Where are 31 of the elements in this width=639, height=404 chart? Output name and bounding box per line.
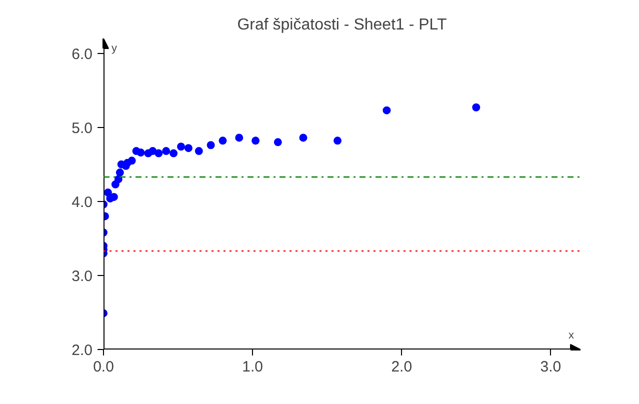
point: [184, 144, 192, 152]
point: [162, 147, 170, 156]
y-axis-title: y: [112, 42, 118, 54]
x-tick-label: 3.0: [540, 358, 562, 376]
x-tick-label: 2.0: [391, 358, 412, 376]
point: [136, 148, 145, 157]
y-tick-label: 3.0: [72, 268, 93, 285]
point: [177, 142, 186, 151]
point: [128, 156, 136, 165]
point: [235, 134, 244, 142]
point: [194, 147, 203, 156]
point: [334, 136, 342, 145]
point: [154, 149, 163, 158]
point: [382, 106, 391, 114]
x-tick-label: 1.0: [242, 358, 263, 376]
point: [116, 168, 124, 177]
point: [299, 134, 308, 142]
x-axis-title: x: [568, 330, 574, 342]
y-tick-label: 5.0: [72, 120, 93, 137]
chart-title: Graf špičatosti - Sheet1 - PLT: [237, 16, 448, 34]
point: [274, 138, 282, 146]
x-tick-label: 0.0: [93, 358, 114, 376]
point: [252, 136, 260, 145]
y-tick-label: 2.0: [72, 342, 93, 359]
y-tick-label: 4.0: [72, 194, 93, 211]
point: [206, 141, 215, 150]
point: [472, 103, 480, 112]
point: [218, 136, 227, 145]
y-tick-label: 6.0: [72, 46, 93, 63]
point: [170, 149, 178, 158]
point: [148, 147, 157, 156]
